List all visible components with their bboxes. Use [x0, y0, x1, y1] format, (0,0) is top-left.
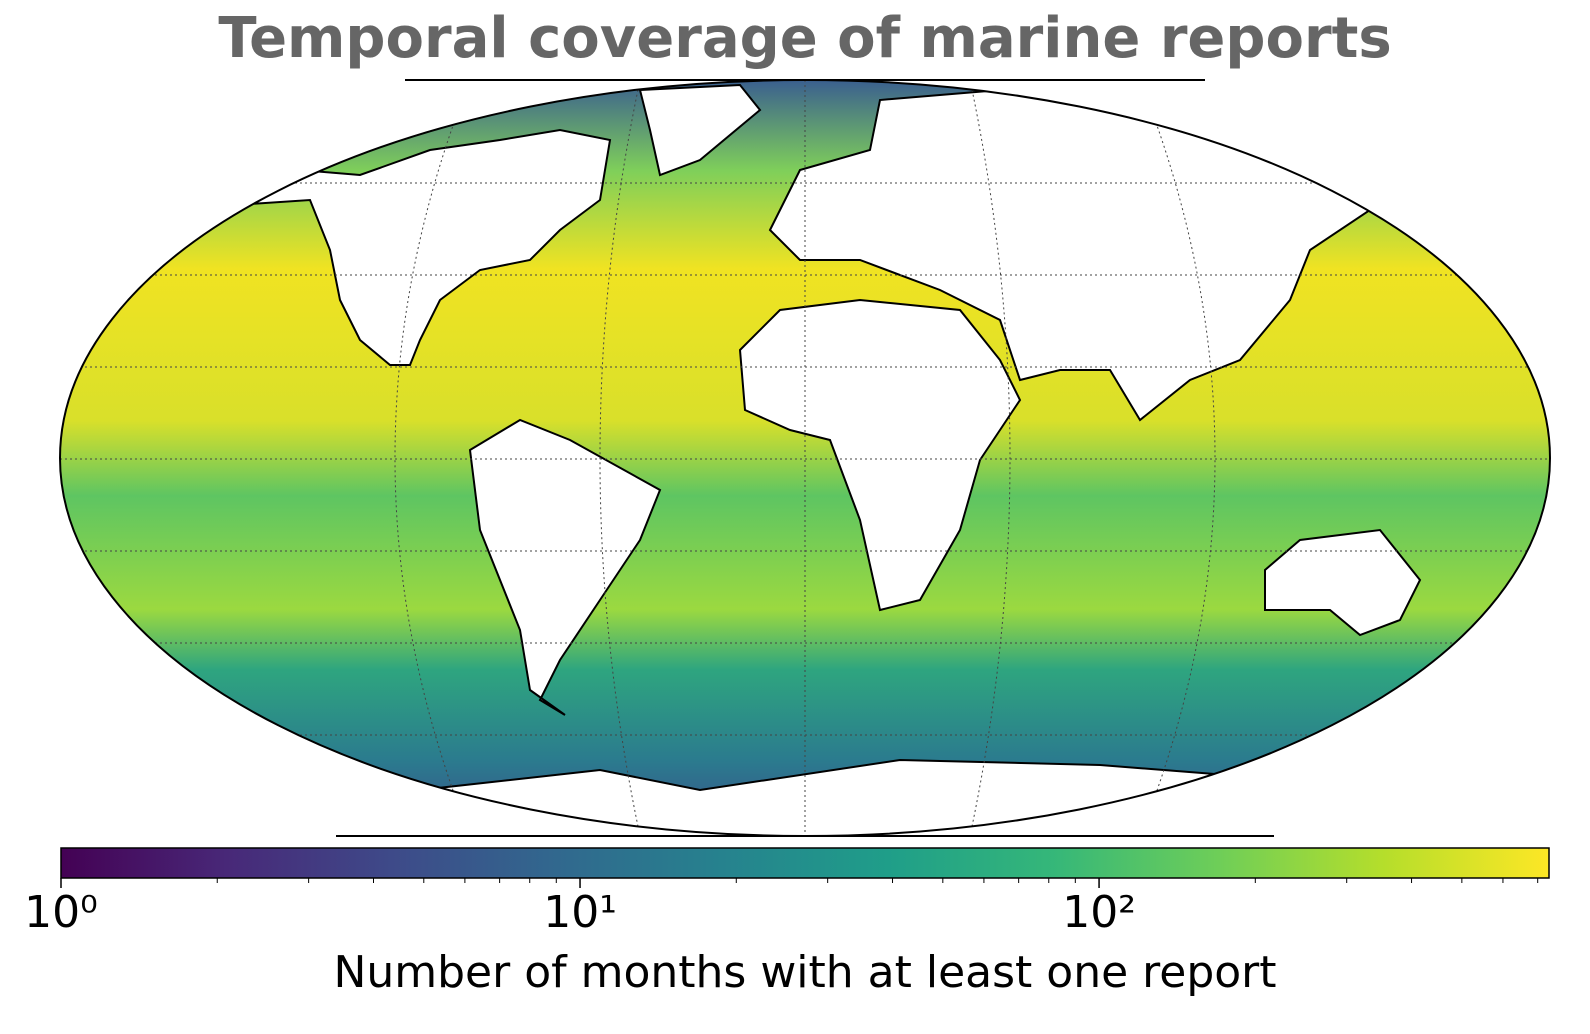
colorbar — [60, 847, 1550, 879]
tick-label: 10⁰ — [24, 887, 98, 938]
chart-title: Temporal coverage of marine reports — [218, 6, 1391, 71]
tick-label: 10¹ — [543, 887, 617, 938]
map-outline — [59, 79, 1551, 837]
map — [60, 80, 1550, 836]
colorbar-label: Number of months with at least one repor… — [333, 947, 1276, 998]
graticule — [60, 80, 1550, 836]
tick-label: 10² — [1062, 887, 1136, 938]
